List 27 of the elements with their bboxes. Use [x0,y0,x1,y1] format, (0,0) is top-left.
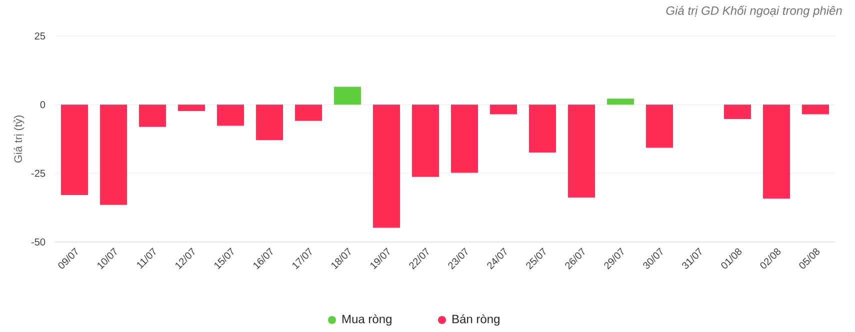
bar [762,104,790,199]
bar [334,86,362,105]
chart-title: Giá trị GD Khối ngoại trong phiên [666,6,842,18]
legend-label: Mua ròng [342,314,392,326]
bar [606,98,634,105]
bar [568,104,595,198]
bar [802,104,829,114]
bar [451,104,478,173]
bar [490,104,517,114]
bar [724,104,751,119]
bar [139,104,166,127]
bar [61,104,88,196]
bar [646,104,673,148]
y-tick-label: 25 [34,32,46,40]
bar [373,104,400,228]
bar [412,104,439,177]
legend-label: Bán ròng [452,314,500,326]
bar [256,104,284,140]
bar [217,104,244,126]
bar [295,104,322,121]
y-tick-label: -50 [31,238,46,246]
bar [178,104,206,111]
bar [100,104,128,205]
y-tick-label: -25 [31,170,46,177]
y-tick-label: 0 [40,101,46,108]
bar [529,104,556,152]
y-axis-title: Giá trị (tỷ) [14,116,24,163]
